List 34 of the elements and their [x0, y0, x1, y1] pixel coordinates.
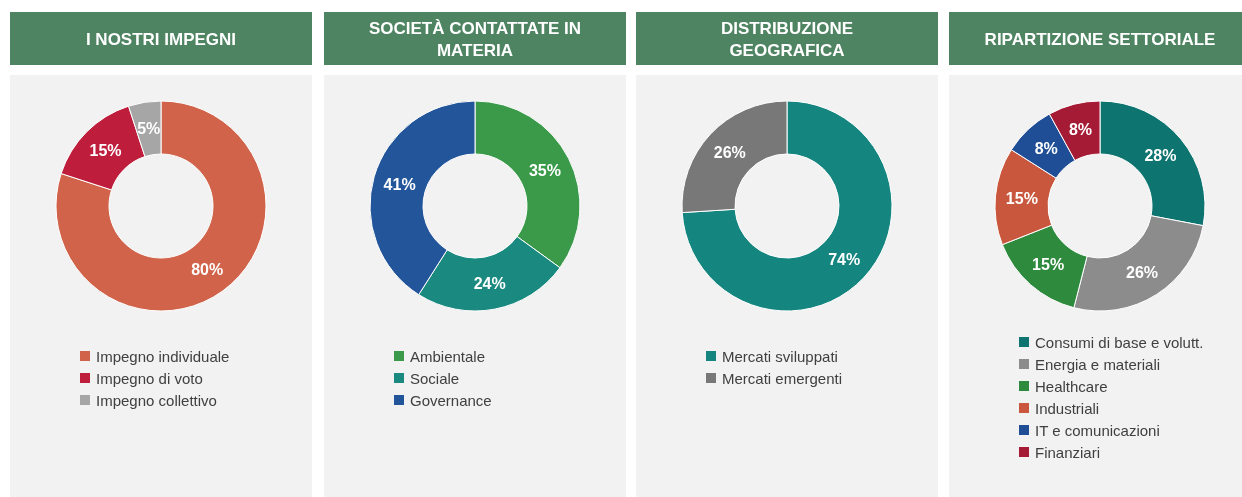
legend-label: Finanziari: [1035, 443, 1101, 461]
legend-label: Governance: [410, 391, 492, 409]
data-label: 5%: [137, 119, 161, 137]
data-label: 24%: [473, 274, 506, 292]
data-label: 74%: [828, 251, 861, 269]
legend-label: Impegno collettivo: [96, 391, 217, 409]
donut-slice: [55, 100, 267, 312]
legend-label: Sociale: [410, 369, 460, 387]
legend-label: Impegno di voto: [96, 369, 203, 387]
data-label: 15%: [1005, 190, 1038, 208]
data-label: 35%: [528, 161, 561, 179]
data-label: 15%: [89, 141, 122, 159]
legend-label: IT e comunicazioni: [1035, 421, 1160, 439]
legend-label: Impegno individuale: [96, 347, 230, 365]
data-label: 80%: [191, 261, 224, 279]
data-label: 26%: [1126, 263, 1159, 281]
data-label: 28%: [1144, 147, 1177, 165]
legend-label: Energia e materiali: [1035, 355, 1161, 373]
legend-label: Mercati sviluppati: [722, 347, 838, 365]
chart-title: SOCIETÀ CONTATTATE IN MATERIA: [368, 18, 582, 59]
data-label: 26%: [713, 143, 746, 161]
data-label: 8%: [1034, 140, 1058, 158]
chart-title: DISTRIBUZIONE GEOGRAFICA: [720, 18, 854, 59]
legend-label: Healthcare: [1035, 377, 1108, 395]
chart-title: I NOSTRI IMPEGNI: [85, 29, 237, 48]
donut-slice: [681, 100, 893, 312]
legend-label: Industriali: [1035, 399, 1100, 417]
data-label: 41%: [383, 175, 416, 193]
data-label: 8%: [1068, 121, 1093, 139]
data-label: 15%: [1032, 256, 1065, 274]
legend-label: Mercati emergenti: [722, 369, 843, 387]
chart-title: RIPARTIZIONE SETTORIALE: [984, 29, 1216, 48]
legend-label: Consumi di base e volutt.: [1035, 333, 1204, 351]
legend-label: Ambientale: [410, 347, 486, 365]
